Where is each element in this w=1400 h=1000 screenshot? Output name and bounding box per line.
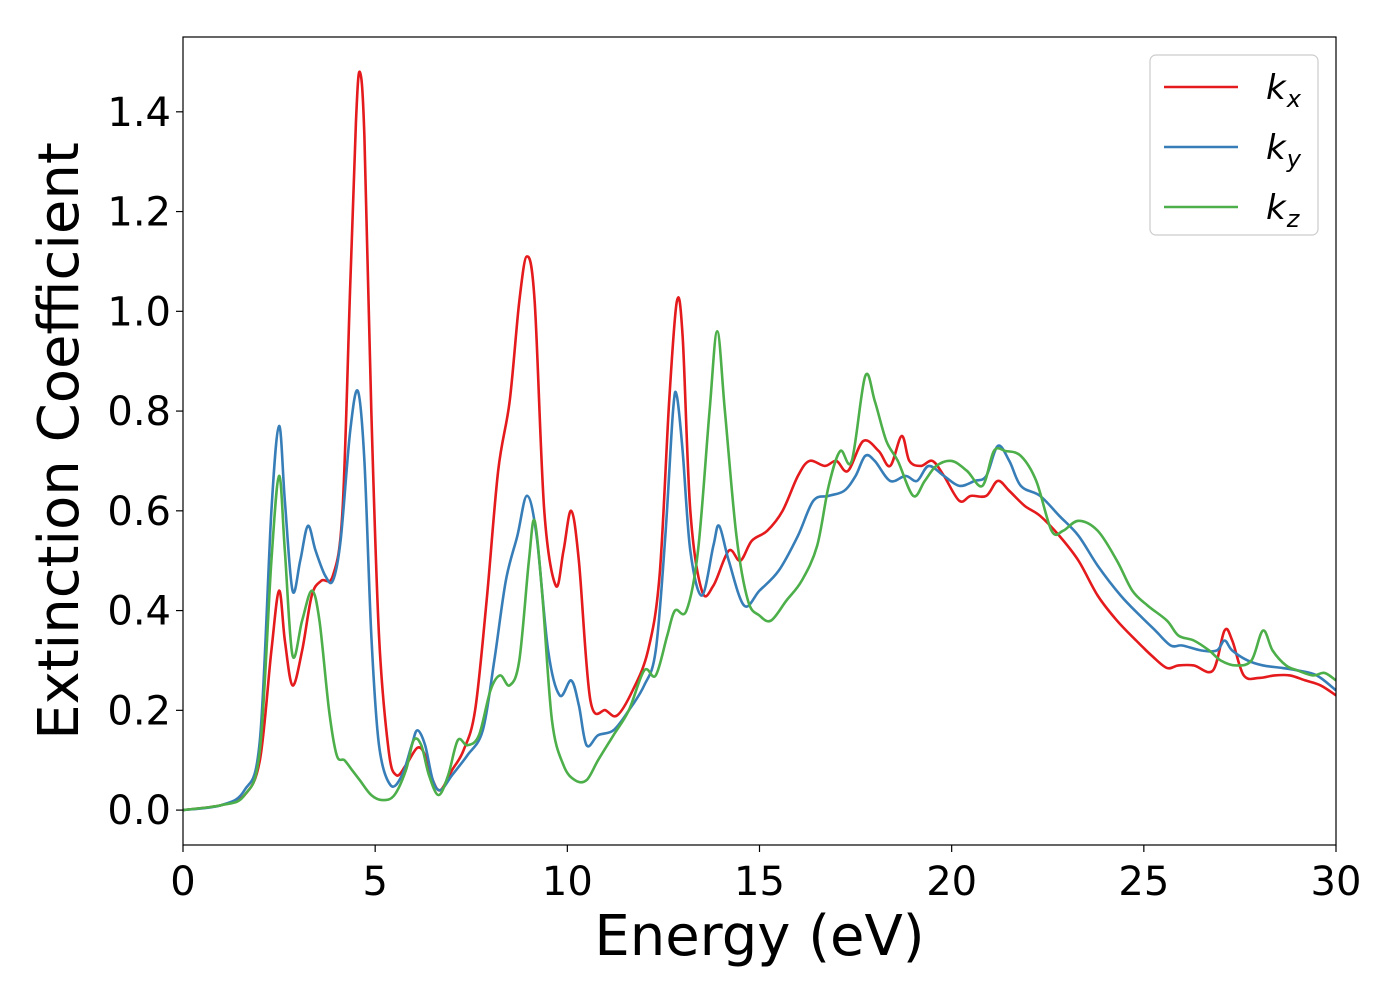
legend-item-k-y: ky	[1164, 128, 1302, 173]
x-tick-label: 5	[362, 859, 387, 905]
x-tick-label: 30	[1311, 859, 1362, 905]
legend-label-sub: z	[1286, 205, 1301, 233]
series-line-k-z	[183, 329, 1336, 812]
y-tick-label: 1.4	[107, 90, 171, 136]
legend-label-main: k	[1266, 128, 1287, 168]
y-tick-label: 0.8	[107, 389, 171, 435]
y-axis-title: Extinction Coefficient	[27, 142, 92, 740]
legend-label-sub: x	[1286, 85, 1302, 113]
y-tick-label: 1.0	[107, 289, 171, 335]
x-tick-label: 0	[170, 859, 195, 905]
y-tick-label: 1.2	[107, 190, 171, 236]
y-tick-label: 0.2	[107, 688, 171, 734]
legend-label-main: k	[1266, 68, 1287, 108]
legend-label: kz	[1266, 188, 1301, 233]
x-tick-label: 20	[926, 859, 977, 905]
legend-box	[1149, 54, 1319, 236]
x-tick-label: 25	[1118, 859, 1169, 905]
y-axis-ticks: 0.0 0.2 0.4 0.6 0.8 1.0 1.2 1.4	[107, 90, 183, 834]
x-axis-title: Energy (eV)	[594, 904, 924, 969]
y-tick-label: 0.0	[107, 788, 171, 834]
legend-label-sub: y	[1286, 145, 1302, 173]
legend-label: kx	[1266, 68, 1302, 113]
legend-label-main: k	[1266, 188, 1287, 228]
x-axis-ticks: 0 5 10 15 20 25 30	[170, 845, 1361, 905]
series-line-k-x	[183, 70, 1336, 812]
x-tick-label: 10	[542, 859, 593, 905]
y-tick-label: 0.6	[107, 489, 171, 535]
x-tick-label: 15	[734, 859, 785, 905]
series-layer	[183, 70, 1336, 812]
y-tick-label: 0.4	[107, 589, 171, 635]
legend-item-k-x: kx	[1164, 68, 1302, 113]
series-line-k-y	[183, 389, 1336, 812]
legend-item-k-z: kz	[1164, 188, 1301, 233]
legend-label: ky	[1266, 128, 1302, 173]
